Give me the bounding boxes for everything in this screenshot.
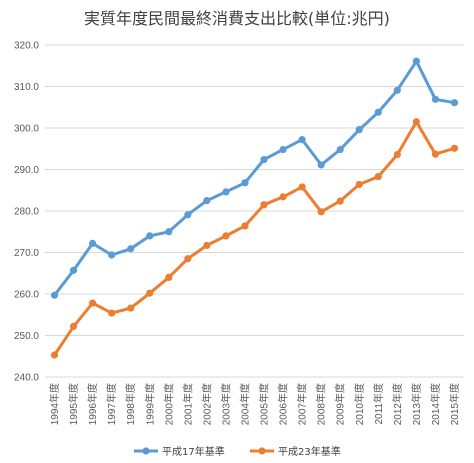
data-point	[165, 273, 173, 281]
x-tick-label: 2014年度	[429, 383, 442, 425]
data-point	[412, 118, 420, 126]
x-tick-label: 1996年度	[86, 383, 99, 425]
data-point	[241, 179, 249, 187]
data-point	[450, 99, 459, 107]
data-point	[69, 266, 78, 274]
data-point	[89, 239, 97, 247]
legend-item: 平成23年基準	[250, 445, 341, 458]
data-point	[146, 232, 154, 240]
series-2	[50, 118, 459, 359]
data-point	[317, 161, 325, 169]
x-tick-label: 1999年度	[143, 383, 156, 425]
data-point	[355, 180, 363, 189]
x-tick-label: 1995年度	[67, 383, 80, 425]
legend-label: 平成23年基準	[278, 445, 341, 458]
y-axis-tick-labels: 240.0 250.0 260.0 270.0 280.0 290.0 300.0 310.0…	[14, 41, 39, 384]
series-line	[53, 59, 456, 297]
data-point	[241, 222, 249, 230]
data-point	[336, 145, 344, 154]
x-tick-label: 2006年度	[277, 383, 290, 425]
data-point	[108, 251, 116, 259]
data-point	[203, 241, 211, 250]
data-point	[165, 228, 173, 236]
data-point	[279, 193, 287, 201]
data-point	[431, 95, 440, 103]
data-point	[108, 309, 116, 317]
y-tick-label: 270.0	[14, 248, 39, 259]
data-point	[50, 291, 59, 299]
series-1	[50, 57, 459, 299]
x-tick-label: 1997年度	[105, 383, 118, 425]
data-point	[412, 57, 420, 65]
data-point	[279, 145, 287, 154]
data-point	[336, 197, 344, 205]
data-point	[127, 245, 135, 253]
y-tick-label: 290.0	[14, 165, 39, 176]
x-tick-label: 2005年度	[258, 383, 271, 425]
data-point	[355, 126, 363, 134]
data-point	[222, 232, 230, 240]
x-tick-label: 2001年度	[181, 383, 194, 425]
x-axis-tick-labels: 1994年度 1995年度 1996年度 1997年度 1998年度 1999年度 2000…	[48, 383, 461, 425]
data-point	[260, 201, 268, 209]
x-tick-label: 2000年度	[162, 383, 175, 425]
data-point	[69, 322, 78, 330]
y-tick-label: 320.0	[14, 41, 39, 52]
data-point	[184, 211, 192, 219]
x-tick-label: 2008年度	[315, 383, 328, 425]
x-tick-label: 2013年度	[410, 383, 423, 425]
legend-swatch-marker	[142, 447, 150, 455]
data-point	[431, 150, 440, 158]
data-point	[374, 172, 382, 181]
data-point	[317, 208, 325, 216]
x-tick-label: 2011年度	[372, 383, 385, 425]
x-tick-label: 2007年度	[296, 383, 309, 425]
x-tick-label: 2010年度	[353, 383, 366, 425]
data-point	[450, 144, 459, 152]
y-tick-label: 310.0	[14, 82, 39, 93]
y-tick-label: 300.0	[14, 124, 39, 135]
data-point	[298, 136, 306, 144]
x-tick-label: 1998年度	[124, 383, 137, 425]
data-point	[260, 155, 268, 164]
legend: 平成17年基準 平成23年基準	[134, 445, 341, 458]
x-tick-label: 2003年度	[219, 383, 232, 425]
y-tick-label: 280.0	[14, 207, 39, 218]
y-tick-label: 260.0	[14, 290, 39, 301]
x-tick-label: 2002年度	[200, 383, 213, 425]
data-point	[184, 255, 192, 263]
data-point	[374, 108, 382, 116]
series-group	[50, 57, 459, 359]
x-tick-label: 2015年度	[448, 383, 461, 425]
chart-title: 実質年度民間最終消費支出比較(単位:兆円)	[84, 9, 390, 28]
data-point	[393, 86, 401, 94]
data-point	[89, 299, 97, 307]
data-point	[203, 197, 211, 205]
legend-item: 平成17年基準	[134, 445, 225, 458]
data-point	[298, 183, 306, 191]
legend-swatch-marker	[258, 447, 266, 455]
x-tick-label: 2004年度	[238, 383, 251, 425]
y-tick-label: 250.0	[14, 331, 39, 342]
data-point	[50, 351, 59, 359]
data-point	[146, 289, 154, 297]
series-line	[53, 120, 456, 357]
legend-label: 平成17年基準	[162, 445, 225, 458]
x-tick-label: 2009年度	[334, 383, 347, 425]
x-tick-label: 1994年度	[48, 383, 61, 425]
gridlines	[45, 44, 464, 378]
data-point	[127, 304, 135, 312]
y-tick-label: 240.0	[14, 373, 39, 384]
data-point	[222, 188, 230, 196]
data-point	[393, 150, 401, 159]
x-tick-label: 2012年度	[391, 383, 404, 425]
